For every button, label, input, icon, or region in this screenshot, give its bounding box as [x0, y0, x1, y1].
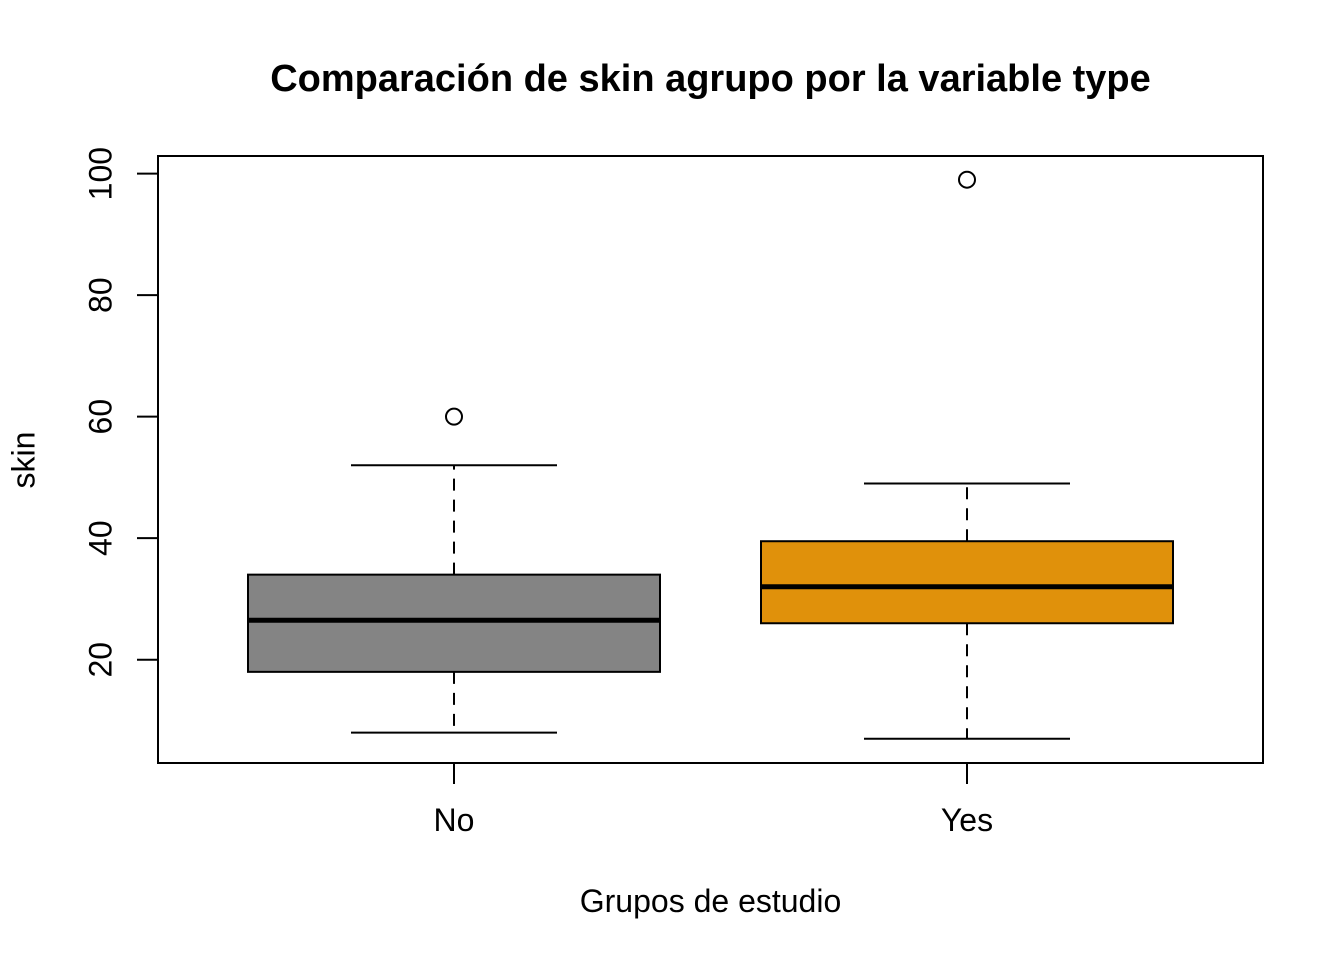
outlier-yes-0: [958, 170, 976, 189]
box-no: [247, 573, 661, 673]
y-tick-label-60: 60: [82, 399, 118, 435]
x-tick-label-yes: Yes: [941, 802, 993, 838]
y-tick-label-100: 100: [82, 147, 118, 200]
x-axis-title: Grupos de estudio: [579, 883, 842, 919]
outlier-no-0: [445, 407, 463, 426]
y-tick-label-40: 40: [82, 520, 118, 556]
y-tick-label-80: 80: [82, 277, 118, 313]
box-yes: [760, 540, 1174, 625]
y-tick-label-20: 20: [82, 642, 118, 678]
y-axis-title: skin: [5, 431, 42, 489]
x-tick-label-no: No: [434, 802, 475, 838]
plot-frame: [157, 155, 1264, 764]
chart-title: Comparación de skin agrupo por la variab…: [270, 58, 1151, 100]
